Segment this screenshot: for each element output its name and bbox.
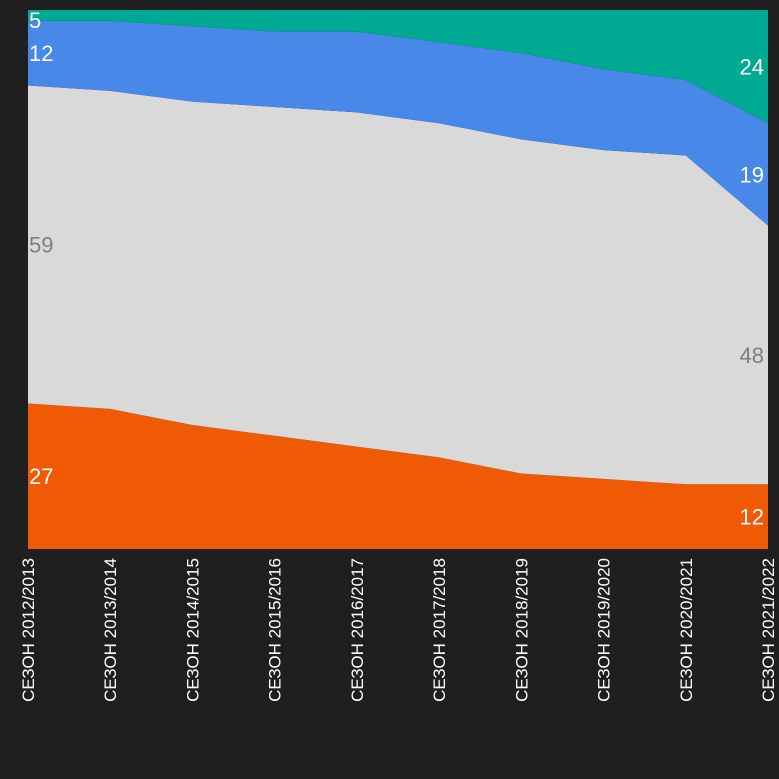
x-tick-label-2: СЕЗОН 2014/2015 (183, 558, 202, 702)
x-tick-label-0: СЕЗОН 2012/2013 (19, 558, 38, 702)
x-tick-label-3: СЕЗОН 2015/2016 (266, 558, 285, 702)
data-label-1-9: 48 (740, 343, 764, 368)
x-tick-label-6: СЕЗОН 2018/2019 (512, 558, 531, 702)
x-tick-label-8: СЕЗОН 2020/2021 (677, 558, 696, 702)
x-axis-tick-labels: СЕЗОН 2012/2013 СЕЗОН 2013/2014 СЕЗОН 2014… (19, 558, 778, 702)
area-series-1 (28, 85, 768, 485)
data-label-3-9: 24 (740, 55, 764, 80)
x-tick-label-4: СЕЗОН 2016/2017 (348, 558, 367, 702)
data-label-1-0: 59 (29, 232, 53, 257)
area-series-3 (28, 10, 768, 124)
data-label-3-0: 5 (29, 8, 41, 33)
data-label-2-0: 12 (29, 41, 53, 66)
area-series-0 (28, 403, 768, 549)
chart-data-labels: 5 12 59 27 24 19 48 12 (29, 8, 764, 530)
x-tick-label-1: СЕЗОН 2013/2014 (101, 558, 120, 702)
x-tick-label-5: СЕЗОН 2017/2018 (430, 558, 449, 702)
chart-areas (28, 10, 768, 549)
data-label-0-0: 27 (29, 464, 53, 489)
area-series-2 (28, 20, 768, 226)
x-tick-label-9: СЕЗОН 2021/2022 (759, 558, 778, 702)
x-tick-label-7: СЕЗОН 2019/2020 (595, 558, 614, 702)
data-label-0-9: 12 (740, 505, 764, 530)
data-label-2-9: 19 (740, 162, 764, 187)
